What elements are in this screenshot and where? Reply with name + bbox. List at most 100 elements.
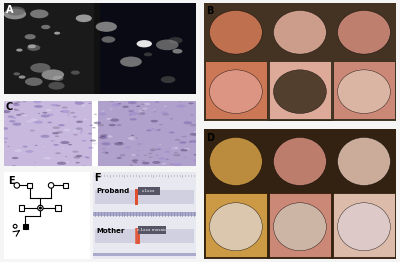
Circle shape (81, 104, 86, 106)
Circle shape (180, 149, 188, 151)
Circle shape (12, 117, 16, 119)
Circle shape (61, 110, 70, 113)
Circle shape (170, 118, 173, 119)
Bar (269, 120, 331, 178)
Circle shape (40, 135, 50, 138)
Circle shape (76, 127, 83, 130)
Circle shape (158, 129, 161, 130)
Circle shape (136, 106, 140, 107)
Circle shape (55, 152, 61, 154)
Circle shape (88, 147, 94, 149)
Bar (135, 228, 136, 244)
Circle shape (14, 72, 20, 75)
Circle shape (52, 127, 60, 129)
Circle shape (102, 148, 106, 149)
Circle shape (42, 69, 64, 80)
Circle shape (65, 156, 67, 157)
Circle shape (30, 118, 38, 121)
Circle shape (112, 103, 120, 106)
Circle shape (105, 135, 113, 138)
Circle shape (73, 129, 81, 132)
Circle shape (162, 113, 169, 116)
Circle shape (40, 207, 41, 209)
Circle shape (13, 104, 20, 106)
Circle shape (171, 147, 178, 149)
Circle shape (70, 112, 75, 114)
Circle shape (194, 131, 198, 133)
Ellipse shape (338, 138, 390, 185)
Circle shape (190, 133, 198, 136)
Circle shape (191, 114, 193, 115)
Circle shape (101, 142, 110, 145)
Circle shape (4, 142, 7, 143)
Text: D: D (206, 133, 214, 143)
Circle shape (155, 129, 160, 131)
Circle shape (129, 115, 131, 116)
Circle shape (94, 114, 97, 115)
Ellipse shape (210, 203, 262, 251)
Bar (137, 228, 138, 244)
Ellipse shape (274, 203, 326, 251)
Circle shape (130, 118, 137, 121)
Circle shape (122, 106, 129, 108)
Circle shape (142, 160, 145, 162)
Circle shape (76, 155, 82, 157)
Circle shape (188, 102, 194, 104)
Circle shape (34, 121, 43, 124)
Circle shape (141, 104, 145, 105)
Circle shape (165, 159, 169, 160)
Bar (92, 101, 98, 166)
Bar (138, 187, 160, 195)
Text: Mother: Mother (96, 228, 125, 234)
Circle shape (141, 112, 145, 114)
Bar (93, 253, 196, 256)
Circle shape (88, 133, 92, 134)
Circle shape (170, 147, 175, 149)
Bar (205, 120, 267, 178)
Bar (135, 189, 138, 205)
Circle shape (44, 157, 51, 159)
Bar (4, 3, 94, 94)
Circle shape (65, 161, 69, 163)
Circle shape (3, 138, 8, 139)
Circle shape (76, 121, 83, 123)
Circle shape (133, 138, 138, 139)
Circle shape (156, 40, 178, 50)
Text: E: E (8, 176, 15, 186)
Text: ·: · (12, 225, 15, 233)
Circle shape (14, 109, 17, 110)
Circle shape (23, 146, 28, 148)
Circle shape (51, 140, 53, 141)
Circle shape (194, 154, 198, 156)
Circle shape (156, 155, 158, 156)
Circle shape (148, 153, 152, 154)
Circle shape (84, 119, 88, 120)
Circle shape (184, 148, 190, 150)
Circle shape (52, 132, 59, 134)
Circle shape (12, 123, 22, 126)
Bar (333, 120, 395, 178)
Circle shape (82, 165, 85, 166)
Circle shape (22, 115, 27, 116)
Circle shape (133, 162, 137, 163)
Circle shape (99, 113, 106, 115)
Circle shape (75, 101, 78, 102)
Circle shape (140, 110, 144, 111)
Circle shape (76, 14, 92, 22)
Circle shape (67, 115, 69, 116)
Bar (96, 229, 194, 243)
Circle shape (157, 149, 161, 150)
Circle shape (41, 114, 50, 118)
Ellipse shape (210, 138, 262, 185)
Circle shape (100, 134, 108, 137)
Circle shape (30, 9, 48, 18)
Circle shape (151, 128, 155, 130)
Circle shape (110, 109, 113, 110)
Circle shape (162, 163, 166, 165)
Circle shape (6, 7, 25, 15)
Circle shape (13, 103, 18, 104)
Circle shape (116, 157, 122, 159)
Text: A: A (6, 5, 14, 15)
Bar (139, 228, 140, 244)
Circle shape (131, 154, 136, 156)
